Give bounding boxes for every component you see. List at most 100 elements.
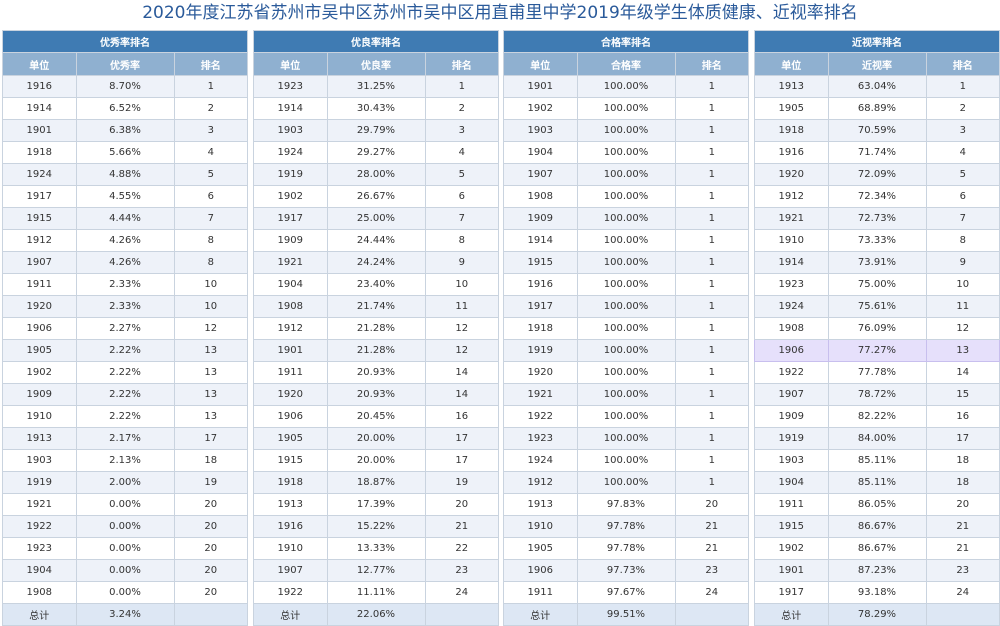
table-row[interactable]: 1920 20.93% 14 (253, 383, 499, 406)
table-row[interactable]: 1922 0.00% 20 (2, 515, 248, 538)
table-row[interactable]: 1910 2.22% 13 (2, 405, 248, 428)
column-header-rank[interactable]: 排名 (925, 52, 1000, 76)
table-row[interactable]: 1902 100.00% 1 (503, 97, 749, 120)
table-row[interactable]: 1918 70.59% 3 (754, 119, 1000, 142)
table-row[interactable]: 1923 31.25% 1 (253, 75, 499, 98)
table-row[interactable]: 1907 12.77% 23 (253, 559, 499, 582)
column-header-rate[interactable]: 合格率 (576, 52, 676, 76)
column-header-rank[interactable]: 排名 (173, 52, 248, 76)
table-row[interactable]: 1914 30.43% 2 (253, 97, 499, 120)
table-row[interactable]: 1924 29.27% 4 (253, 141, 499, 164)
table-row[interactable]: 1917 4.55% 6 (2, 185, 248, 208)
table-row[interactable]: 1913 97.83% 20 (503, 493, 749, 516)
table-row[interactable]: 1906 97.73% 23 (503, 559, 749, 582)
table-row[interactable]: 1909 100.00% 1 (503, 207, 749, 230)
table-row[interactable]: 1905 20.00% 17 (253, 427, 499, 450)
table-row[interactable]: 1917 25.00% 7 (253, 207, 499, 230)
table-row[interactable]: 1908 100.00% 1 (503, 185, 749, 208)
column-header-rank[interactable]: 排名 (674, 52, 749, 76)
table-row[interactable]: 1915 4.44% 7 (2, 207, 248, 230)
table-row[interactable]: 1902 86.67% 21 (754, 537, 1000, 560)
table-row[interactable]: 1902 26.67% 6 (253, 185, 499, 208)
table-row[interactable]: 1914 100.00% 1 (503, 229, 749, 252)
table-row[interactable]: 1901 6.38% 3 (2, 119, 248, 142)
column-header-rate[interactable]: 近视率 (827, 52, 927, 76)
table-row[interactable]: 1910 97.78% 21 (503, 515, 749, 538)
table-row[interactable]: 1919 100.00% 1 (503, 339, 749, 362)
table-row[interactable]: 1910 73.33% 8 (754, 229, 1000, 252)
table-row[interactable]: 1922 11.11% 24 (253, 581, 499, 604)
table-row[interactable]: 1905 97.78% 21 (503, 537, 749, 560)
table-row[interactable]: 1903 2.13% 18 (2, 449, 248, 472)
table-row[interactable]: 1911 2.33% 10 (2, 273, 248, 296)
table-row[interactable]: 1901 100.00% 1 (503, 75, 749, 98)
table-row[interactable]: 1919 2.00% 19 (2, 471, 248, 494)
table-row[interactable]: 1912 100.00% 1 (503, 471, 749, 494)
column-header-unit[interactable]: 单位 (754, 52, 829, 76)
table-row[interactable]: 1911 86.05% 20 (754, 493, 1000, 516)
table-row[interactable]: 1901 21.28% 12 (253, 339, 499, 362)
table-row[interactable]: 1916 71.74% 4 (754, 141, 1000, 164)
table-row[interactable]: 1919 84.00% 17 (754, 427, 1000, 450)
table-row[interactable]: 1921 24.24% 9 (253, 251, 499, 274)
table-row[interactable]: 1913 63.04% 1 (754, 75, 1000, 98)
column-header-rate[interactable]: 优良率 (326, 52, 426, 76)
table-row[interactable]: 1914 73.91% 9 (754, 251, 1000, 274)
table-row[interactable]: 1916 100.00% 1 (503, 273, 749, 296)
table-row[interactable]: 1924 4.88% 5 (2, 163, 248, 186)
table-row[interactable]: 1903 29.79% 3 (253, 119, 499, 142)
table-row[interactable]: 1903 85.11% 18 (754, 449, 1000, 472)
table-row[interactable]: 1904 100.00% 1 (503, 141, 749, 164)
table-row[interactable]: 1905 68.89% 2 (754, 97, 1000, 120)
table-row[interactable]: 1922 100.00% 1 (503, 405, 749, 428)
table-row[interactable]: 1913 2.17% 17 (2, 427, 248, 450)
table-row[interactable]: 1920 2.33% 10 (2, 295, 248, 318)
column-header-rate[interactable]: 优秀率 (75, 52, 175, 76)
table-row[interactable]: 1908 0.00% 20 (2, 581, 248, 604)
table-row[interactable]: 1924 100.00% 1 (503, 449, 749, 472)
table-row[interactable]: 1920 100.00% 1 (503, 361, 749, 384)
table-row[interactable]: 1908 21.74% 11 (253, 295, 499, 318)
column-header-rank[interactable]: 排名 (424, 52, 499, 76)
table-row[interactable]: 1909 82.22% 16 (754, 405, 1000, 428)
table-row[interactable]: 1910 13.33% 22 (253, 537, 499, 560)
table-row[interactable]: 1919 28.00% 5 (253, 163, 499, 186)
table-row[interactable]: 1907 100.00% 1 (503, 163, 749, 186)
table-row[interactable]: 1913 17.39% 20 (253, 493, 499, 516)
table-row[interactable]: 1914 6.52% 2 (2, 97, 248, 120)
table-row[interactable]: 1923 100.00% 1 (503, 427, 749, 450)
table-row[interactable]: 1906 2.27% 12 (2, 317, 248, 340)
table-row[interactable]: 1912 4.26% 8 (2, 229, 248, 252)
table-row[interactable]: 1901 87.23% 23 (754, 559, 1000, 582)
table-row[interactable]: 1916 15.22% 21 (253, 515, 499, 538)
table-row[interactable]: 1918 5.66% 4 (2, 141, 248, 164)
table-row[interactable]: 1915 86.67% 21 (754, 515, 1000, 538)
table-row[interactable]: 1909 24.44% 8 (253, 229, 499, 252)
table-row[interactable]: 1924 75.61% 11 (754, 295, 1000, 318)
table-row[interactable]: 1911 97.67% 24 (503, 581, 749, 604)
table-row[interactable]: 1918 18.87% 19 (253, 471, 499, 494)
table-row[interactable]: 1921 72.73% 7 (754, 207, 1000, 230)
table-row[interactable]: 1909 2.22% 13 (2, 383, 248, 406)
table-row[interactable]: 1923 75.00% 10 (754, 273, 1000, 296)
column-header-unit[interactable]: 单位 (503, 52, 578, 76)
column-header-unit[interactable]: 单位 (2, 52, 77, 76)
table-row[interactable]: 1921 100.00% 1 (503, 383, 749, 406)
table-row[interactable]: 1907 78.72% 15 (754, 383, 1000, 406)
table-row[interactable]: 1903 100.00% 1 (503, 119, 749, 142)
table-row[interactable]: 1904 85.11% 18 (754, 471, 1000, 494)
table-row[interactable]: 1908 76.09% 12 (754, 317, 1000, 340)
table-row[interactable]: 1923 0.00% 20 (2, 537, 248, 560)
table-row[interactable]: 1907 4.26% 8 (2, 251, 248, 274)
table-row[interactable]: 1906 20.45% 16 (253, 405, 499, 428)
table-row[interactable]: 1915 20.00% 17 (253, 449, 499, 472)
table-row[interactable]: 1905 2.22% 13 (2, 339, 248, 362)
table-row[interactable]: 1918 100.00% 1 (503, 317, 749, 340)
table-row[interactable]: 1917 93.18% 24 (754, 581, 1000, 604)
column-header-unit[interactable]: 单位 (253, 52, 328, 76)
table-row[interactable]: 1922 77.78% 14 (754, 361, 1000, 384)
table-row[interactable]: 1904 23.40% 10 (253, 273, 499, 296)
table-row[interactable]: 1916 8.70% 1 (2, 75, 248, 98)
table-row[interactable]: 1904 0.00% 20 (2, 559, 248, 582)
table-row[interactable]: 1902 2.22% 13 (2, 361, 248, 384)
